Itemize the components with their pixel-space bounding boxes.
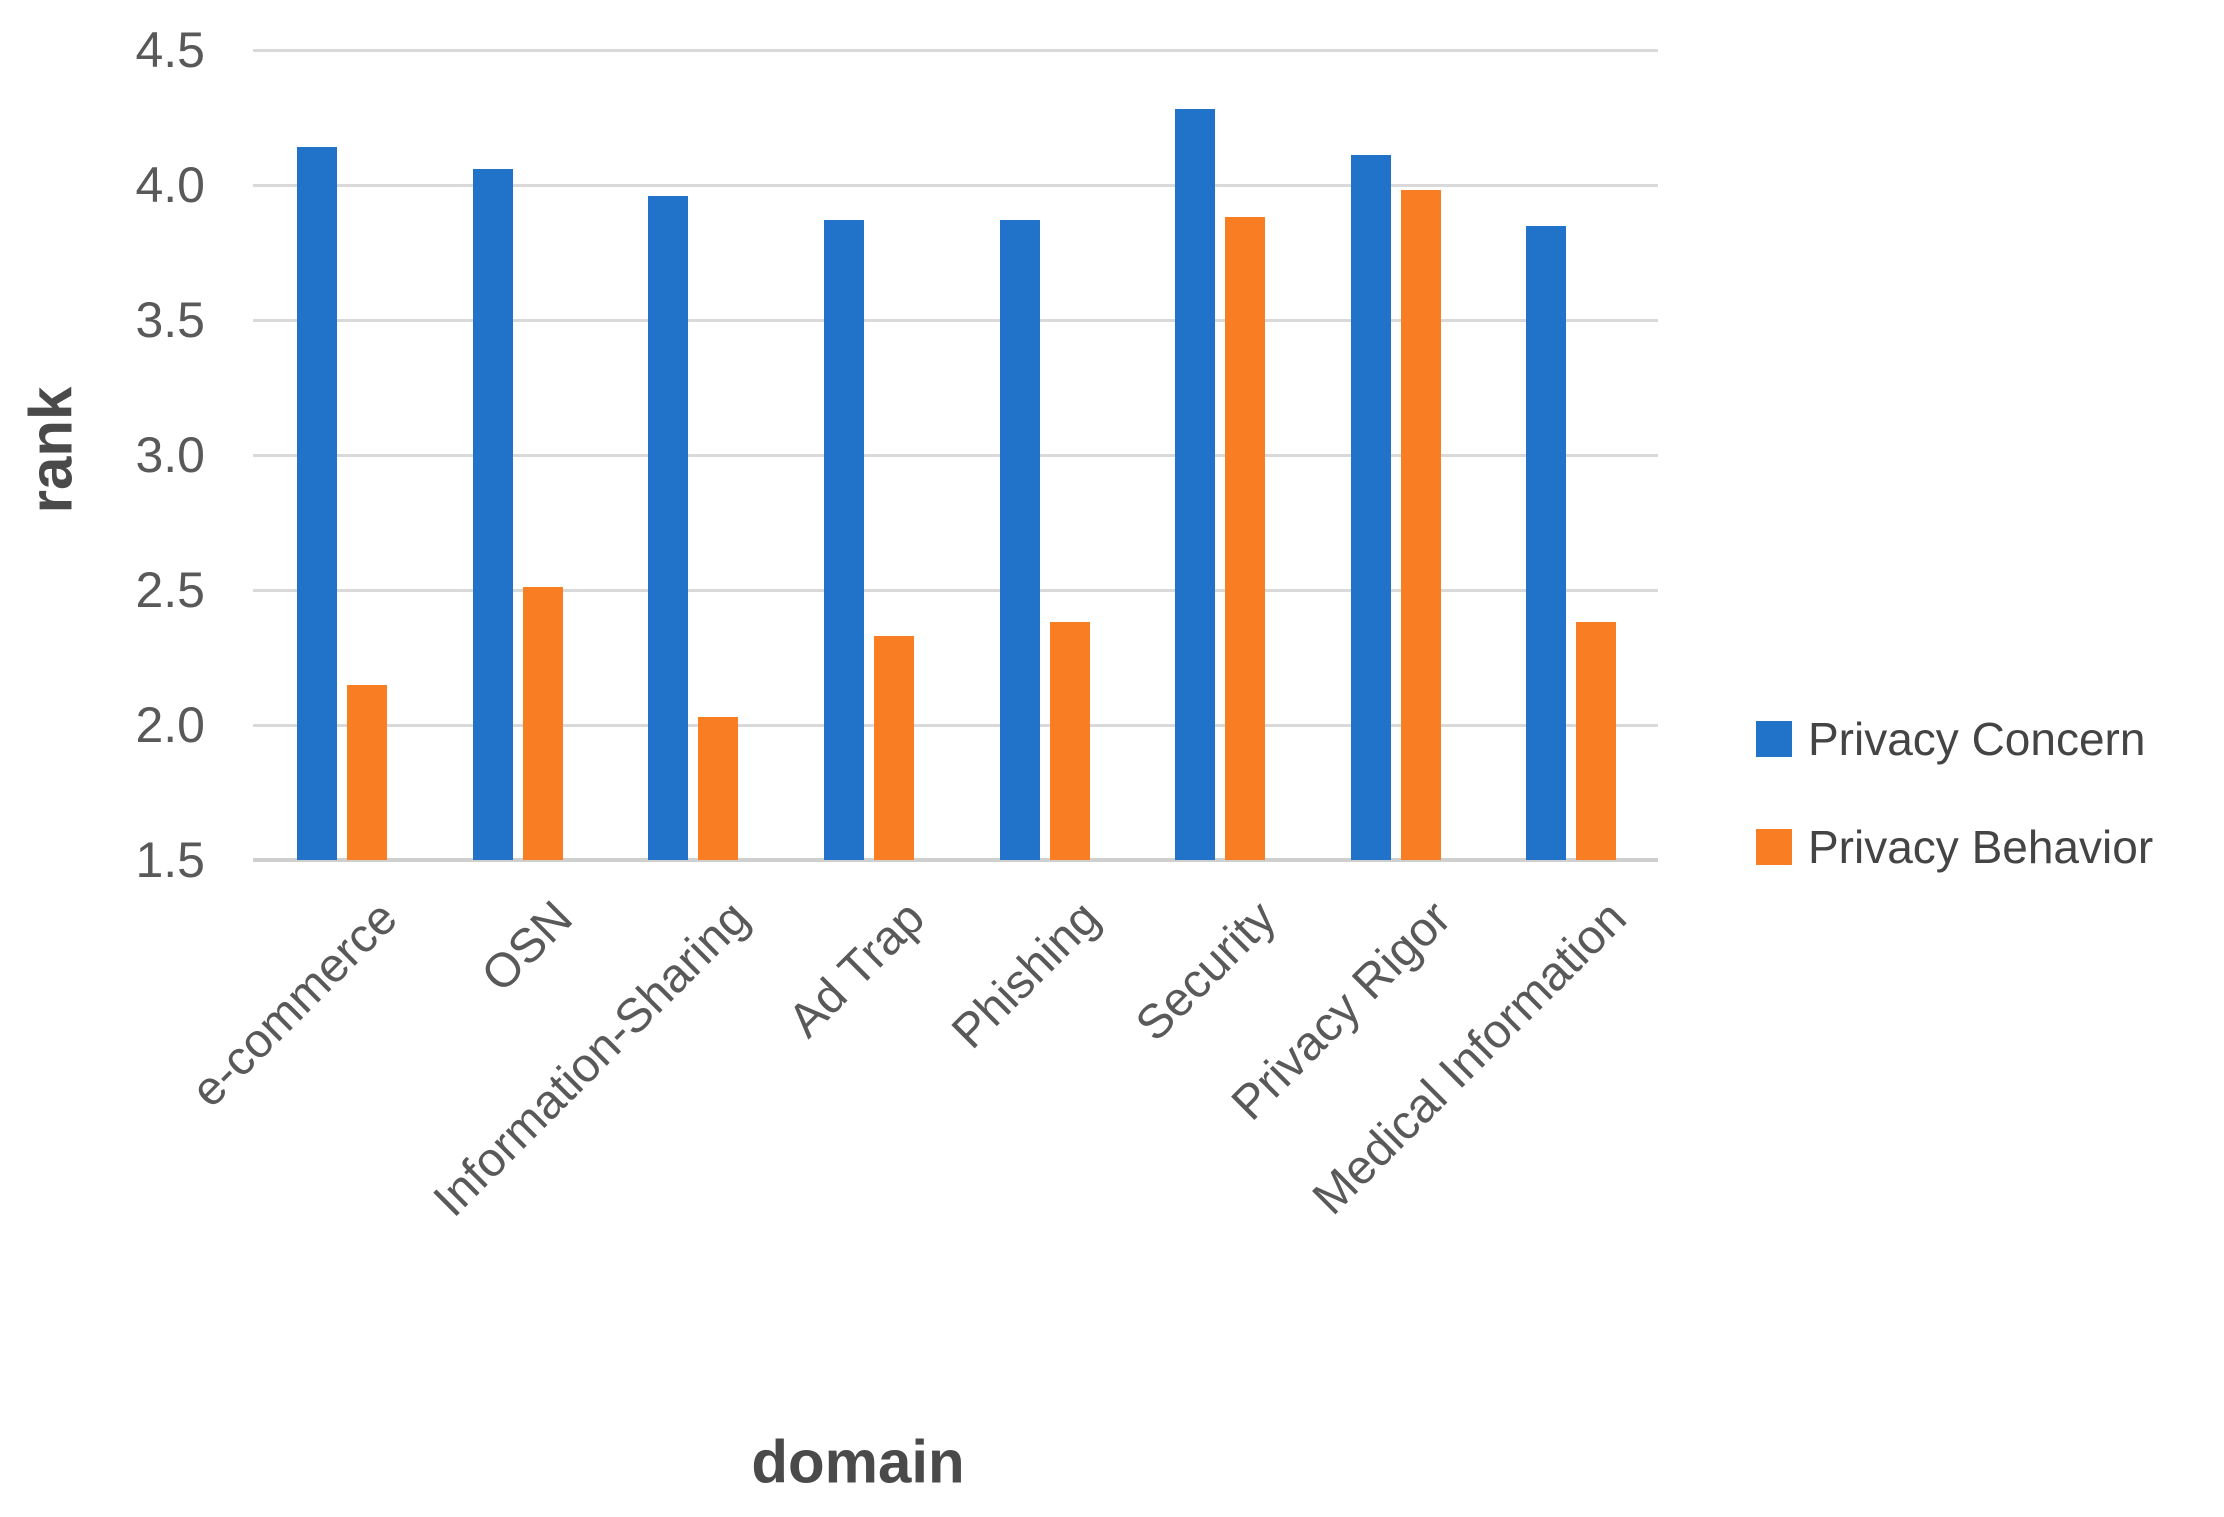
gridline-3.0: [253, 453, 1658, 457]
category-label-medical-information: Medical Information: [1303, 891, 1637, 1225]
gridline-4.5: [253, 48, 1658, 52]
bar-privacy-behavior-ad-trap: [873, 635, 914, 860]
bar-privacy-behavior-osn: [522, 587, 563, 860]
bar-privacy-behavior-privacy-rigor: [1400, 190, 1441, 860]
y-tick-label-2.5: 2.5: [135, 562, 205, 618]
bar-privacy-behavior-medical-information: [1576, 622, 1617, 860]
category-label-information-sharing: Information-Sharing: [423, 891, 759, 1227]
x-axis-line: [253, 858, 1658, 862]
category-label-phishing: Phishing: [942, 891, 1111, 1059]
bar-privacy-concern-phishing: [999, 220, 1040, 860]
gridline-2.5: [253, 588, 1658, 592]
bar-privacy-behavior-e-commerce: [347, 684, 387, 860]
gridline-3.5: [253, 318, 1658, 322]
bar-privacy-concern-information-sharing: [648, 195, 689, 860]
legend-item-privacy-behavior: Privacy Behavior: [1756, 820, 2153, 874]
category-label-osn: OSN: [472, 891, 584, 1003]
y-tick-label-3.0: 3.0: [135, 427, 205, 483]
x-axis-title: domain: [751, 1428, 965, 1496]
plot-area: [253, 48, 1658, 862]
legend-item-privacy-concern: Privacy Concern: [1756, 712, 2145, 766]
privacy-concern-swatch-icon: [1756, 721, 1792, 757]
y-tick-label-4.5: 4.5: [135, 22, 205, 78]
bar-privacy-concern-medical-information: [1526, 225, 1567, 860]
gridline-4.0: [253, 183, 1658, 187]
bar-privacy-concern-osn: [472, 168, 513, 860]
y-tick-label-2.0: 2.0: [135, 697, 205, 753]
bar-privacy-concern-privacy-rigor: [1350, 155, 1391, 860]
y-tick-label-4.0: 4.0: [135, 157, 205, 213]
y-axis-title: rank: [17, 386, 85, 514]
category-label-ad-trap: Ad Trap: [778, 891, 935, 1048]
bar-privacy-behavior-security: [1225, 217, 1266, 860]
bar-privacy-concern-security: [1175, 109, 1216, 860]
y-tick-label-1.5: 1.5: [135, 832, 205, 888]
category-label-security: Security: [1125, 891, 1286, 1052]
legend-label-privacy-behavior: Privacy Behavior: [1808, 821, 2154, 873]
y-tick-label-3.5: 3.5: [135, 292, 205, 348]
category-label-e-commerce: e-commerce: [181, 891, 408, 1118]
gridline-2.0: [253, 723, 1658, 727]
privacy-behavior-swatch-icon: [1756, 829, 1792, 865]
bar-privacy-behavior-phishing: [1049, 622, 1090, 860]
bar-privacy-behavior-information-sharing: [698, 716, 739, 860]
bar-privacy-concern-e-commerce: [297, 147, 337, 860]
bar-privacy-concern-ad-trap: [823, 220, 864, 860]
legend-label-privacy-concern: Privacy Concern: [1808, 713, 2146, 765]
